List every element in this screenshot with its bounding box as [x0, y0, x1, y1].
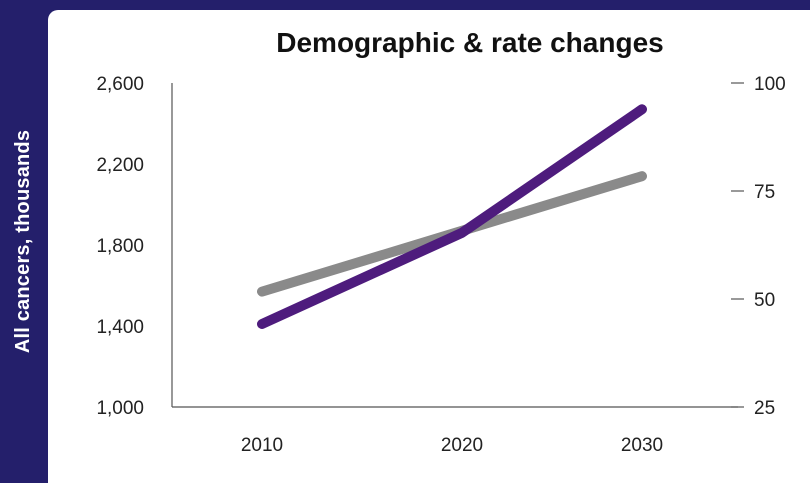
chart-panel: Demographic & rate changes 1,000 1,400 1,8… [48, 10, 810, 483]
line-chart: Demographic & rate changes 1,000 1,400 1,8… [96, 27, 785, 456]
y-tick-label: 1,800 [96, 236, 144, 257]
y-tick-label: 2,600 [96, 74, 144, 95]
x-tick-label: 2020 [441, 435, 483, 456]
series-group [257, 104, 647, 329]
series-line-2 [257, 104, 647, 329]
y-tick-label: 1,000 [96, 398, 144, 419]
y-axis-label-strip: All cancers, thousands [0, 0, 48, 483]
tick-labels: 1,000 1,400 1,800 2,200 2,600 25 50 75 100 2010 20… [96, 74, 785, 456]
x-tick-label: 2010 [241, 435, 283, 456]
chart-title: Demographic & rate changes [276, 27, 663, 58]
axes [171, 83, 738, 408]
y2-tick-label: 25 [754, 398, 775, 419]
y2-tick-label: 50 [754, 290, 775, 311]
y2-tick-label: 75 [754, 182, 775, 203]
y-axis-label: All cancers, thousands [12, 129, 35, 354]
x-tick-label: 2030 [621, 435, 663, 456]
y-tick-label: 1,400 [96, 317, 144, 338]
y-tick-label: 2,200 [96, 155, 144, 176]
y2-tick-label: 100 [754, 74, 786, 95]
